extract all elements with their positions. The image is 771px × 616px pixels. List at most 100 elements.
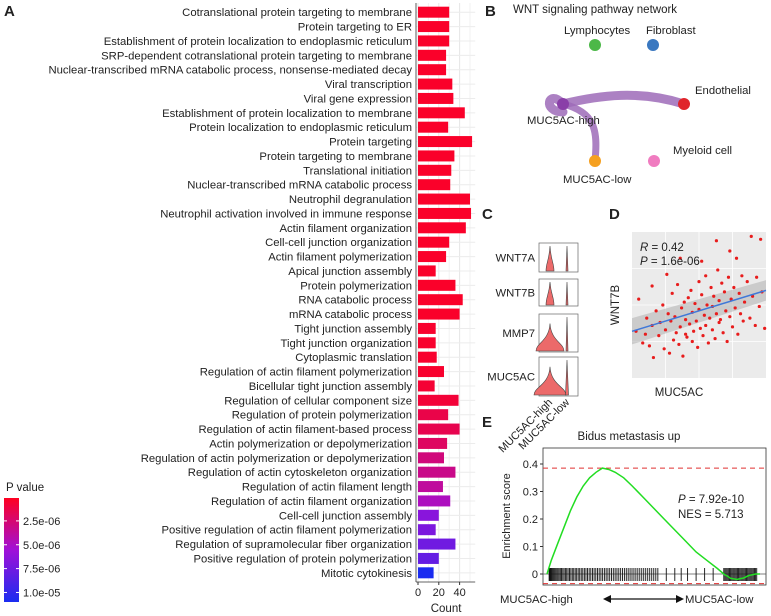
bar (418, 121, 449, 133)
bar (418, 64, 447, 76)
e-y-tick-label: 0.3 (523, 487, 538, 499)
bar (418, 164, 452, 176)
bar (418, 49, 447, 61)
scatter-point (704, 274, 708, 278)
bar (418, 107, 465, 119)
scatter-point (666, 312, 670, 316)
scatter-point (665, 272, 669, 276)
scatter-point (690, 339, 694, 344)
scatter-point (679, 306, 684, 310)
scatter-point (729, 297, 733, 301)
scatter-point (732, 285, 736, 290)
bar (418, 481, 443, 493)
bar (418, 394, 459, 406)
scatter-point (709, 285, 713, 290)
scatter-point (637, 297, 641, 301)
category-label: Translational initiation (303, 165, 412, 177)
category-label: Bicellular tight junction assembly (249, 381, 413, 393)
scatter-point (684, 318, 688, 322)
scatter-point (757, 304, 761, 309)
scatter-point (717, 320, 721, 325)
legend-colorbar (4, 498, 19, 602)
scatter-point (701, 334, 705, 338)
category-label: Tight junction organization (281, 338, 412, 350)
scatter-point (675, 282, 680, 287)
scatter-point (717, 299, 721, 303)
scatter-point (694, 319, 698, 323)
network-node (678, 98, 690, 110)
bar (418, 351, 437, 363)
bar (418, 552, 439, 564)
scatter-point (696, 345, 700, 349)
bar (418, 78, 453, 90)
category-label: Actin polymerization or depolymerization (209, 438, 412, 450)
scatter-point (745, 280, 749, 284)
panel-e-title: Bidus metastasis up (578, 431, 681, 443)
scatter-point (661, 303, 665, 307)
category-label: Neutrophil degranulation (289, 194, 412, 206)
violin-shape (565, 281, 569, 306)
panel-a-letter: A (4, 3, 15, 20)
bar (418, 92, 454, 104)
scatter-point (641, 341, 645, 345)
category-label: Actin filament organization (280, 223, 413, 235)
violin-frame (538, 242, 579, 273)
scatter-point (670, 291, 674, 295)
scatter-point (697, 280, 701, 284)
violin-gene-label: WNT7B (495, 288, 535, 300)
category-label: Regulation of protein polymerization (232, 410, 412, 422)
scatter-point (688, 322, 692, 326)
x-tick-label: 20 (433, 587, 445, 599)
e-y-tick-label: 0.4 (523, 459, 538, 471)
panel-a-plot-bg (416, 3, 476, 582)
bar (418, 409, 449, 421)
network-node (648, 155, 660, 167)
scatter-point (705, 303, 709, 307)
stat-p-symbol: P (640, 256, 648, 268)
scatter-point (674, 331, 678, 335)
bar (418, 294, 463, 306)
scatter-point (678, 256, 682, 260)
category-label: mRNA catabolic process (289, 309, 412, 321)
scatter-point (741, 319, 745, 323)
enrichment-left-label: MUC5AC-high (500, 594, 573, 606)
bar (418, 308, 460, 320)
stat-p: P = 1.6e-06 (640, 256, 700, 268)
scatter-point (698, 326, 702, 330)
scatter-point (742, 300, 747, 304)
network-node (557, 98, 569, 110)
network-node-label: Myeloid cell (673, 145, 732, 157)
scatter-point (645, 316, 649, 320)
scatter-point (753, 323, 757, 328)
enrichment-curve (546, 467, 760, 581)
scatter-point (667, 351, 672, 355)
scatter-point (710, 328, 715, 332)
e-stat-p-symbol: P (678, 494, 686, 506)
scatter-point (684, 332, 688, 336)
category-label: Regulation of cellular component size (224, 395, 412, 407)
category-label: Regulation of actin filament-based proce… (198, 424, 412, 436)
scatter-point (714, 239, 719, 243)
e-stat-nes: NES = 5.713 (678, 509, 744, 521)
scatter-point (718, 318, 723, 322)
enrichment-arrow-left-head (603, 595, 611, 603)
e-y-tick-label: 0.1 (523, 542, 538, 554)
scatter-point (682, 300, 686, 304)
network-edge (558, 90, 689, 109)
category-label: Regulation of actin filament length (242, 482, 412, 494)
category-label: Actin filament polymerization (268, 252, 412, 264)
legend-tick-label: 2.5e-06 (23, 516, 60, 528)
violin-shape (545, 281, 555, 306)
bar (418, 35, 450, 47)
network-edge (559, 100, 600, 165)
e-y-tick-label: 0 (532, 569, 538, 581)
category-label: Regulation of supramolecular fiber organ… (175, 539, 412, 551)
fit-line (631, 289, 767, 332)
bar (418, 337, 436, 349)
category-label: Establishment of protein localization to… (162, 108, 412, 120)
legend-tick-label: 1.0e-05 (23, 587, 60, 599)
network-node (589, 39, 601, 51)
enrichment-frame (542, 447, 767, 586)
category-label: Tight junction assembly (294, 323, 412, 335)
bar (418, 236, 450, 248)
